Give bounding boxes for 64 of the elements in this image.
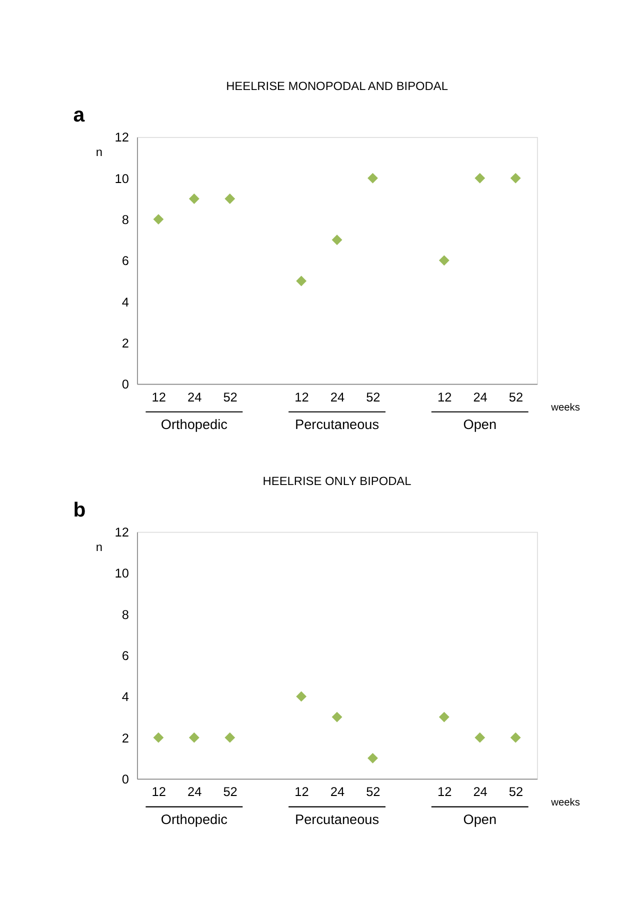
x-tick-label: 24: [330, 784, 345, 800]
y-tick-label: 6: [122, 648, 129, 664]
point: [296, 276, 307, 286]
point: [474, 732, 486, 743]
x-tick-label: 52: [508, 784, 524, 800]
y-tick-label: 6: [122, 253, 129, 268]
y-tick-label: 10: [114, 170, 129, 186]
y-tick-label: 12: [114, 130, 129, 145]
point: [474, 172, 486, 184]
x-tick-label: 24: [330, 389, 345, 404]
y-axis-title: n: [96, 540, 102, 554]
x-tick-label: 52: [508, 389, 524, 404]
point: [296, 691, 307, 702]
y-tick-label: 4: [122, 689, 129, 704]
x-axis-title: weeks: [550, 402, 580, 414]
x-tick-label: 52: [223, 389, 238, 404]
point: [332, 712, 342, 722]
y-tick-label: 10: [114, 566, 129, 581]
x-tick-label: 24: [187, 784, 202, 800]
point: [368, 172, 378, 184]
y-tick-label: 0: [122, 376, 129, 392]
x-tick-label: 12: [437, 784, 452, 800]
x-tick-label: 24: [187, 389, 202, 404]
x-tick-label: 12: [294, 389, 309, 404]
point: [438, 255, 450, 266]
point: [224, 732, 236, 743]
text: a: [73, 104, 86, 127]
x-tick-label: 24: [473, 784, 488, 800]
point: [188, 194, 200, 204]
x-tick-label: 52: [223, 784, 238, 800]
chart-title: HEELRISE ONLY BIPODAL: [262, 474, 412, 488]
x-tick-label: 12: [152, 389, 166, 404]
point: [332, 234, 342, 246]
point: [510, 732, 521, 743]
y-axis-title: n: [96, 145, 102, 160]
x-axis-title: weeks: [550, 798, 580, 809]
x-tick-label: 52: [366, 389, 380, 404]
y-tick-label: 2: [122, 335, 129, 350]
point: [153, 214, 164, 225]
x-tick-label: 24: [473, 389, 488, 404]
point: [438, 712, 450, 722]
chart-title: HEELRISE MONOPODAL AND BIPODAL: [226, 79, 448, 94]
text: Open: [463, 812, 497, 827]
x-tick-label: 12: [152, 784, 166, 800]
text: Orthopedic: [160, 812, 228, 827]
x-tick-label: 52: [366, 784, 380, 800]
text: Orthopedic: [160, 416, 228, 432]
y-tick-label: 8: [122, 606, 129, 622]
point: [188, 732, 200, 743]
y-tick-label: 0: [122, 771, 129, 786]
point: [224, 194, 236, 204]
point: [368, 752, 378, 764]
text: Open: [463, 416, 497, 432]
x-tick-label: 12: [437, 389, 452, 404]
y-tick-label: 8: [122, 212, 129, 227]
text: Percutaneous: [295, 812, 380, 827]
text: Percutaneous: [295, 416, 380, 432]
y-tick-label: 12: [114, 524, 129, 540]
point: [153, 732, 164, 743]
y-tick-label: 4: [122, 294, 129, 310]
point: [510, 172, 521, 184]
y-tick-label: 2: [122, 730, 129, 746]
text: b: [73, 500, 86, 522]
x-tick-label: 12: [294, 784, 309, 800]
